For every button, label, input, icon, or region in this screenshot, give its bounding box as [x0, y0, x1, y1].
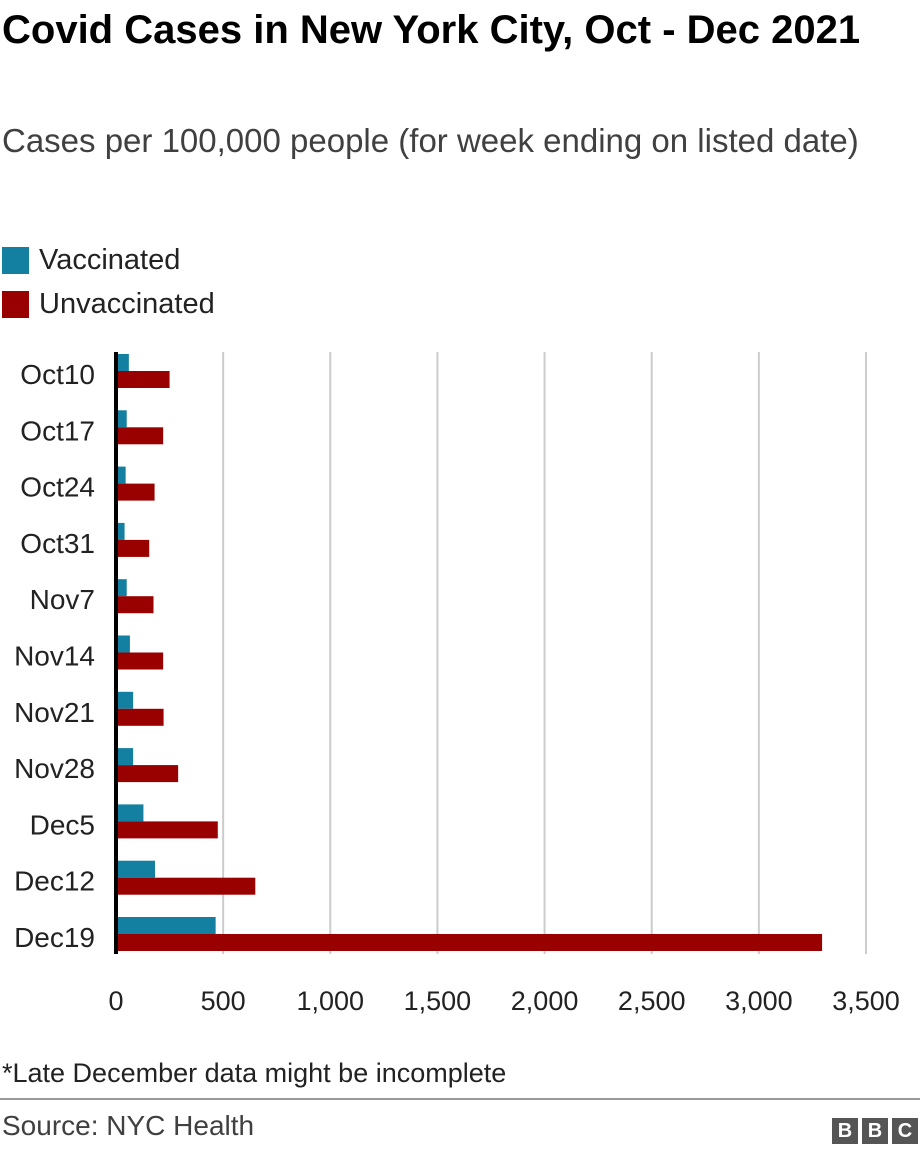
y-tick-label: Oct10 — [20, 359, 95, 390]
bar-unvaccinated — [118, 877, 256, 895]
bar-unvaccinated — [118, 765, 179, 783]
bar-vaccinated — [118, 804, 144, 822]
x-tick-label: 3,000 — [725, 986, 793, 1016]
x-tick-label: 500 — [201, 986, 246, 1016]
bar-unvaccinated — [118, 427, 164, 445]
legend-item-vaccinated: Vaccinated — [2, 244, 180, 277]
legend-swatch — [2, 247, 29, 274]
chart-title: Covid Cases in New York City, Oct - Dec … — [2, 8, 861, 52]
bar-vaccinated — [118, 466, 126, 484]
bar-vaccinated — [118, 860, 155, 878]
bar-unvaccinated — [118, 934, 823, 951]
footnote: *Late December data might be incomplete — [2, 1058, 507, 1088]
x-tick-label: 0 — [108, 986, 123, 1016]
y-tick-label: Dec5 — [30, 809, 95, 840]
y-tick-label: Nov28 — [14, 753, 95, 784]
bar-unvaccinated — [118, 371, 170, 388]
chart-subtitle: Cases per 100,000 people (for week endin… — [2, 122, 859, 159]
y-tick-label: Nov14 — [14, 641, 95, 672]
bar-unvaccinated — [118, 708, 164, 726]
x-tick-label: 2,000 — [511, 986, 579, 1016]
bar-vaccinated — [118, 748, 134, 766]
bar-vaccinated — [118, 522, 125, 540]
bar-unvaccinated — [118, 539, 150, 557]
y-tick-label: Dec19 — [14, 922, 95, 953]
x-tick-label: 2,500 — [618, 986, 686, 1016]
x-tick-label: 1,000 — [296, 986, 364, 1016]
bar-vaccinated — [118, 579, 127, 597]
bar-unvaccinated — [118, 821, 218, 839]
bar-vaccinated — [118, 917, 216, 934]
y-tick-label: Oct24 — [20, 472, 95, 503]
bar-unvaccinated — [118, 483, 155, 501]
bar-vaccinated — [118, 354, 129, 371]
legend-item-unvaccinated: Unvaccinated — [2, 288, 215, 321]
bar-unvaccinated — [118, 652, 164, 670]
y-tick-label: Oct31 — [20, 528, 95, 559]
y-tick-label: Nov7 — [30, 584, 95, 615]
bar-vaccinated — [118, 691, 134, 709]
bar-vaccinated — [118, 410, 127, 428]
legend-swatch — [2, 291, 29, 318]
y-tick-label: Dec12 — [14, 866, 95, 897]
divider — [0, 1098, 920, 1100]
bar-vaccinated — [118, 635, 130, 653]
legend-label: Vaccinated — [39, 244, 181, 276]
plot-area: 0 500 1,000 1,500 2,000 2,500 3,000 3,500 Oct10 O… — [14, 352, 900, 1016]
x-tick-label: 3,500 — [832, 986, 900, 1016]
y-tick-label: Oct17 — [20, 415, 95, 446]
y-tick-label: Nov21 — [14, 697, 95, 728]
legend-label: Unvaccinated — [39, 288, 215, 320]
x-tick-label: 1,500 — [404, 986, 472, 1016]
source: Source: NYC Health — [2, 1110, 255, 1141]
bar-unvaccinated — [118, 596, 154, 614]
